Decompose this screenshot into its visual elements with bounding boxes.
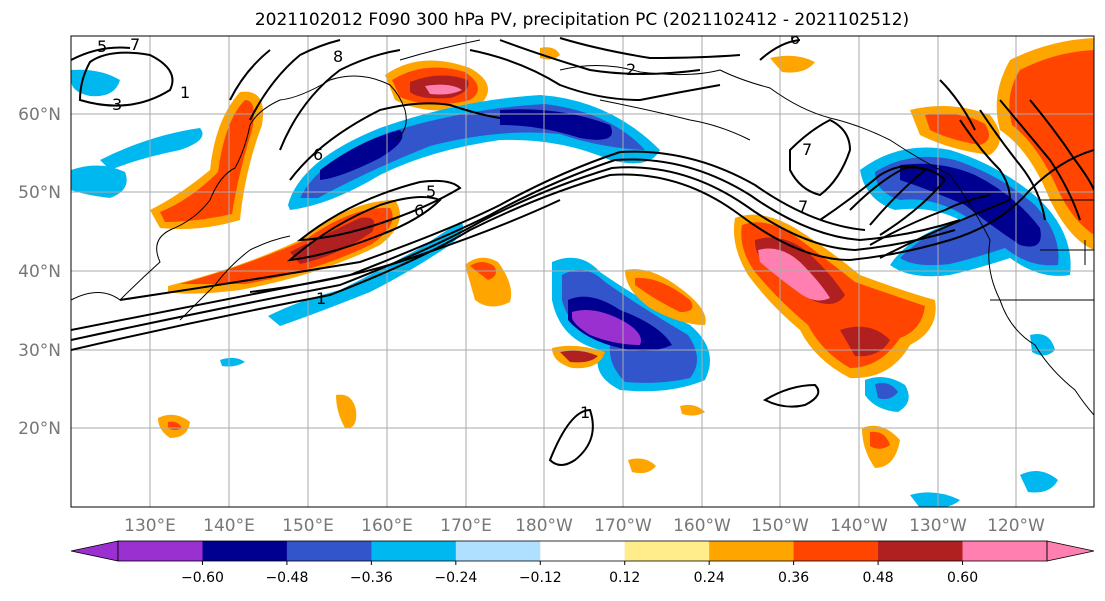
contour-label: 7 — [802, 140, 812, 159]
map-area: 5 7 8 1 3 6 2 6 5 6 7 1 7 1 — [70, 29, 1095, 508]
colorbar-swatch — [878, 541, 964, 561]
lat-label: 60°N — [18, 105, 61, 125]
latitude-labels: 60°N 50°N 40°N 30°N 20°N — [18, 105, 61, 439]
shade-positive-central — [158, 257, 706, 474]
lon-label: 140°E — [203, 516, 255, 536]
lon-label: 130°E — [124, 516, 176, 536]
contour-label: 6 — [313, 145, 323, 164]
colorbar-extend-high — [1046, 540, 1095, 562]
lat-label: 20°N — [18, 419, 61, 439]
colorbar-swatch — [371, 541, 457, 561]
shade-positive-canada — [540, 38, 1094, 250]
shade-negative-central — [552, 257, 710, 392]
colorbar-swatch — [286, 541, 372, 561]
lon-label: 170°E — [440, 516, 492, 536]
colorbar-swatch — [709, 541, 795, 561]
colorbar-swatch — [455, 541, 541, 561]
colorbar-tick-label: 0.24 — [694, 570, 725, 586]
contour-label: 1 — [180, 83, 190, 102]
colorbar-extend-low — [70, 540, 119, 562]
colorbar-tick-label: −0.36 — [350, 570, 393, 586]
colorbar-swatch — [962, 541, 1048, 561]
graticule — [71, 36, 1094, 507]
colorbar: −0.60 −0.48 −0.36 −0.24 −0.12 0.12 0.24 0.36 0.4… — [70, 540, 1095, 586]
coastlines — [71, 39, 1094, 416]
map-frame — [70, 35, 1095, 508]
lon-label: 170°W — [594, 516, 652, 536]
colorbar-outline — [117, 540, 1048, 562]
pv-contour-labels: 5 7 8 1 3 6 2 6 5 6 7 1 7 1 — [97, 29, 812, 422]
contour-label: 2 — [626, 60, 636, 79]
contour-label: 1 — [580, 403, 590, 422]
contour-label: 8 — [333, 47, 343, 66]
lon-label: 180°W — [515, 516, 573, 536]
colorbar-ticks: −0.60 −0.48 −0.36 −0.24 −0.12 0.12 0.24 0.36 0.4… — [181, 561, 978, 586]
colorbar-swatch — [624, 541, 710, 561]
colorbar-tick-label: −0.60 — [181, 570, 224, 586]
lon-label: 150°E — [282, 516, 334, 536]
contour-label: 6 — [414, 201, 424, 220]
contour-label: 5 — [97, 37, 107, 56]
pv-contours — [71, 37, 1094, 466]
contour-label: 7 — [130, 35, 140, 54]
colorbar-swatches — [70, 540, 1095, 562]
lat-label: 50°N — [18, 183, 61, 203]
colorbar-swatch — [793, 541, 879, 561]
colorbar-tick-label: −0.48 — [265, 570, 308, 586]
lon-label: 140°W — [830, 516, 888, 536]
contour-label: 3 — [112, 95, 122, 114]
lon-label: 150°W — [751, 516, 809, 536]
lon-label: 130°W — [909, 516, 967, 536]
contour-label: 7 — [798, 197, 808, 216]
colorbar-tick-label: 0.48 — [863, 570, 894, 586]
colorbar-swatch — [118, 541, 203, 561]
lon-label: 120°W — [987, 516, 1045, 536]
colorbar-swatch — [202, 541, 288, 561]
contour-label: 5 — [426, 182, 436, 201]
colorbar-tick-label: −0.12 — [519, 570, 562, 586]
colorbar-swatch — [540, 541, 626, 561]
lon-label: 160°W — [673, 516, 731, 536]
shade-negative-northpacific — [288, 95, 660, 210]
colorbar-tick-label: 0.36 — [778, 570, 809, 586]
colorbar-tick-label: 0.60 — [947, 570, 978, 586]
lat-label: 30°N — [18, 341, 61, 361]
lat-label: 40°N — [18, 262, 61, 282]
map-title: 2021102012 F090 300 hPa PV, precipitatio… — [255, 10, 909, 30]
contour-label: 6 — [790, 29, 800, 48]
lon-label: 160°E — [361, 516, 413, 536]
colorbar-tick-label: 0.12 — [609, 570, 640, 586]
colorbar-tick-label: −0.24 — [434, 570, 477, 586]
shade-positive-okhotsk — [385, 60, 488, 111]
longitude-labels: 130°E 140°E 150°E 160°E 170°E 180°W 170°… — [124, 516, 1045, 536]
contour-label: 1 — [316, 289, 326, 308]
